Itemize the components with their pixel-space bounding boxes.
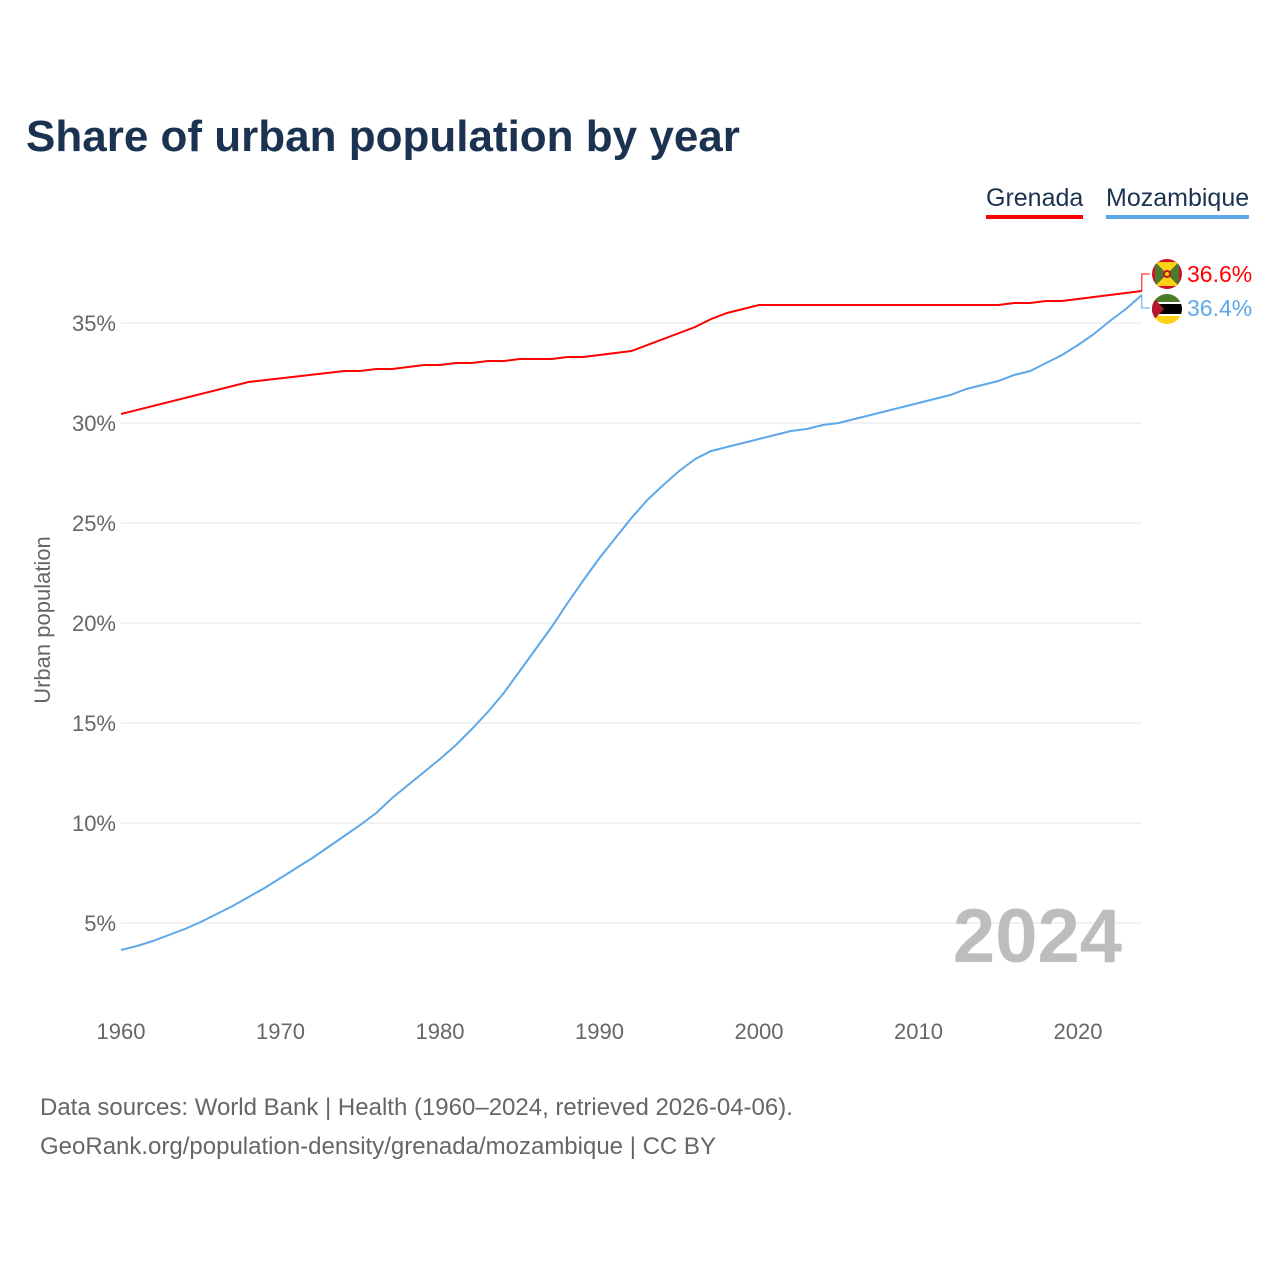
legend-item-grenada[interactable]: Grenada [986,184,1084,219]
y-tick-label: 25% [72,511,116,536]
label-connector [1141,273,1150,291]
series-line-mozambique [120,294,1143,951]
grenada-flag-icon [1152,259,1182,289]
y-tick-label: 30% [72,411,116,436]
source-line-1: Data sources: World Bank | Health (1960–… [40,1094,793,1121]
x-tick-label: 1980 [416,1019,465,1044]
year-watermark: 2024 [953,894,1122,979]
y-tick-label: 15% [72,711,116,736]
mozambique-flag-icon [1152,294,1182,324]
series-line-grenada [120,290,1142,415]
y-tick-label: 20% [72,611,116,636]
end-value-label: 36.6% [1187,261,1252,287]
source-line-2[interactable]: GeoRank.org/population-density/grenada/m… [40,1133,716,1160]
y-tick-label: 35% [72,311,116,336]
legend-item-mozambique[interactable]: Mozambique [1106,184,1250,219]
y-tick-label: 5% [84,911,116,936]
y-axis-label: Urban population [30,536,55,704]
x-tick-label: 2000 [735,1019,784,1044]
source-note: Data sources: World Bank | Health (1960–… [40,1088,793,1166]
x-tick-label: 2020 [1054,1019,1103,1044]
end-value-label: 36.4% [1187,295,1252,321]
y-tick-label: 10% [72,811,116,836]
x-tick-label: 2010 [894,1019,943,1044]
x-tick-label: 1970 [256,1019,305,1044]
chart-title: Share of urban population by year [26,112,740,161]
x-tick-label: 1990 [575,1019,624,1044]
x-tick-label: 1960 [97,1019,146,1044]
label-connector [1141,295,1150,309]
